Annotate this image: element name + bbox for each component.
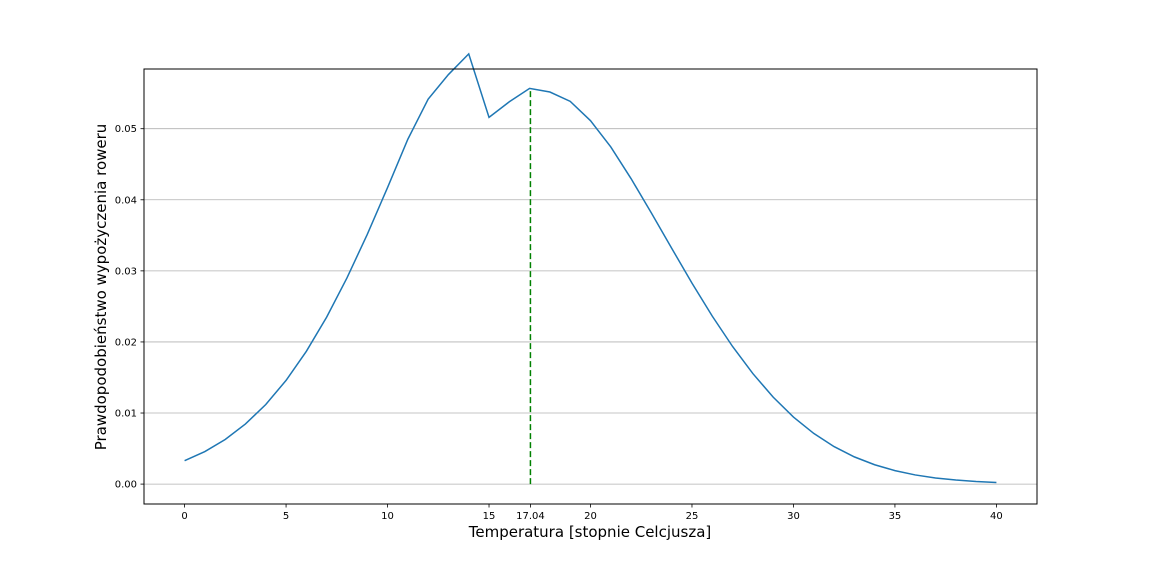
x-tick-label: 35 bbox=[889, 511, 902, 522]
x-tick-label: 40 bbox=[990, 511, 1003, 522]
x-tick-label: 5 bbox=[283, 511, 289, 522]
y-tick-label: 0.05 bbox=[115, 124, 137, 135]
x-axis-ticks: 0 5 10 15 17.04 20 25 30 35 40 bbox=[181, 504, 1003, 522]
series-line bbox=[184, 52, 997, 484]
x-tick-label: 0 bbox=[181, 511, 187, 522]
x-tick-label: 25 bbox=[686, 511, 699, 522]
y-tick-label: 0.04 bbox=[115, 195, 137, 206]
x-tick-label: 10 bbox=[381, 511, 394, 522]
grid-layer bbox=[144, 128, 1037, 485]
x-axis-title: Temperatura [stopnie Celcjusza] bbox=[468, 523, 712, 541]
y-tick-label: 0.00 bbox=[115, 480, 137, 491]
series-layer bbox=[184, 52, 997, 484]
x-tick-label: 17.04 bbox=[516, 511, 545, 522]
y-tick-label: 0.03 bbox=[115, 266, 137, 277]
x-tick-label: 15 bbox=[483, 511, 496, 522]
y-tick-label: 0.02 bbox=[115, 337, 137, 348]
x-tick-label: 20 bbox=[584, 511, 597, 522]
y-tick-label: 0.01 bbox=[115, 409, 137, 420]
y-axis-ticks: 0.00 0.01 0.02 0.03 0.04 0.05 bbox=[115, 124, 144, 491]
y-axis-title: Prawdopodobieństwo wypożyczenia roweru bbox=[92, 124, 110, 451]
x-tick-label: 30 bbox=[787, 511, 800, 522]
plot-frame bbox=[143, 68, 1038, 505]
